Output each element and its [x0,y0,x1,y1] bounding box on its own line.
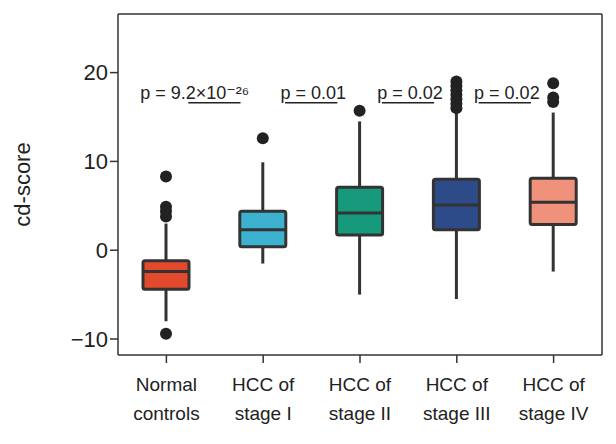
svg-text:10: 10 [84,149,108,174]
svg-text:p = 0.02: p = 0.02 [474,83,540,103]
svg-text:0: 0 [96,238,108,263]
svg-text:p = 0.02: p = 0.02 [377,83,443,103]
svg-text:HCC ofstage I: HCC ofstage I [232,374,295,424]
svg-text:HCC ofstage II: HCC ofstage II [329,374,392,424]
svg-text:p = 0.01: p = 0.01 [280,83,346,103]
svg-text:HCC ofstage IV: HCC ofstage IV [519,374,589,424]
svg-text:p = 9.2×10⁻²⁶: p = 9.2×10⁻²⁶ [140,83,249,103]
svg-text:−10: −10 [71,327,108,352]
svg-text:Normalcontrols: Normalcontrols [133,374,200,424]
svg-text:HCC ofstage III: HCC ofstage III [423,374,491,424]
svg-text:20: 20 [84,60,108,85]
svg-text:cd-score: cd-score [10,142,35,226]
